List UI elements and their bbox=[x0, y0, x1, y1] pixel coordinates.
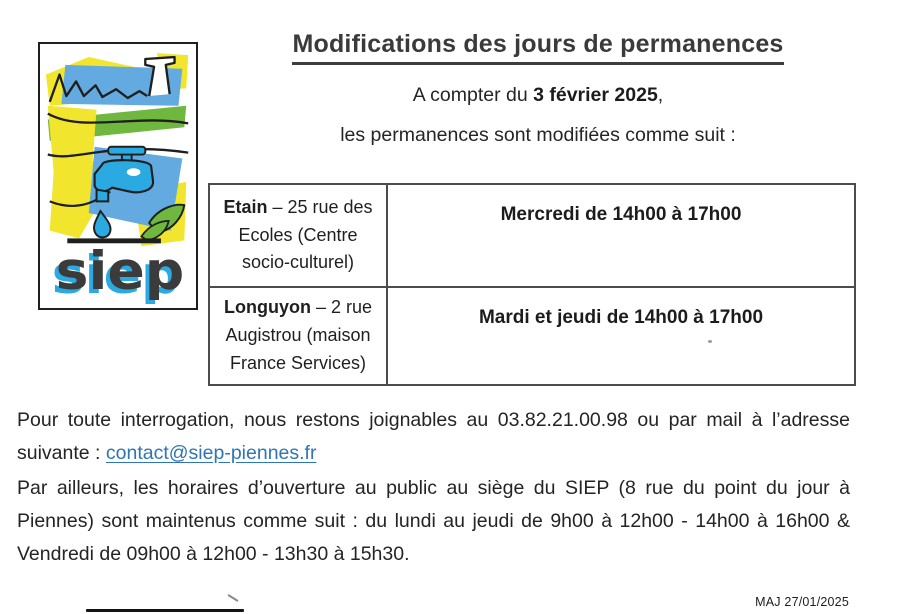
siep-logo-graphic: siep siep bbox=[45, 53, 189, 306]
contact-text: Pour toute interrogation, nous restons j… bbox=[17, 409, 850, 464]
maj-date: MAJ 27/01/2025 bbox=[755, 595, 849, 609]
location-address: – 2 rue Augistrou (maison France Service… bbox=[225, 297, 373, 373]
page-title: Modifications des jours de permanences bbox=[292, 30, 784, 65]
table-row-longuyon: Longuyon – 2 rue Augistrou (maison Franc… bbox=[208, 286, 856, 386]
schedule-cell: Mercredi de 14h00 à 17h00 bbox=[386, 183, 856, 288]
location-address: – 25 rue des Ecoles (Centre socio-cultur… bbox=[238, 196, 373, 273]
scan-artifact-dot bbox=[708, 340, 712, 343]
opening-hours-paragraph: Par ailleurs, les horaires d’ouverture a… bbox=[17, 477, 850, 565]
location-cell: Longuyon – 2 rue Augistrou (maison Franc… bbox=[208, 286, 388, 386]
scan-artifact-bar bbox=[86, 609, 244, 612]
water-drop-icon bbox=[93, 209, 112, 239]
contact-paragraph: Pour toute interrogation, nous restons j… bbox=[17, 404, 850, 470]
body-text: Pour toute interrogation, nous restons j… bbox=[17, 404, 850, 573]
location-cell: Etain – 25 rue des Ecoles (Centre socio-… bbox=[208, 183, 388, 288]
table-row-etain: Etain – 25 rue des Ecoles (Centre socio-… bbox=[208, 183, 856, 288]
schedule-cell: Mardi et jeudi de 14h00 à 17h00 bbox=[386, 286, 856, 386]
intro-line: les permanences sont modifiées comme sui… bbox=[340, 124, 736, 146]
siep-wordmark-shadow: siep bbox=[52, 245, 181, 306]
scan-artifact-scribble bbox=[227, 593, 239, 603]
tap-icon bbox=[93, 145, 155, 203]
effective-date: 3 février 2025 bbox=[533, 84, 658, 106]
contact-email-link[interactable]: contact@siep-piennes.fr bbox=[105, 442, 317, 464]
effective-date-suffix: , bbox=[657, 84, 664, 106]
siep-wordmark: siep bbox=[56, 241, 185, 302]
location-name: Longuyon bbox=[223, 297, 311, 317]
effective-date-line: A compter du 3 février 2025, bbox=[208, 84, 868, 107]
location-name: Etain bbox=[223, 196, 268, 217]
header-zone: Modifications des jours de permanences A… bbox=[208, 0, 868, 147]
siep-logo: siep siep bbox=[38, 42, 198, 310]
effective-date-prefix: A compter du bbox=[412, 84, 534, 106]
permanence-table: Etain – 25 rue des Ecoles (Centre socio-… bbox=[208, 183, 856, 386]
